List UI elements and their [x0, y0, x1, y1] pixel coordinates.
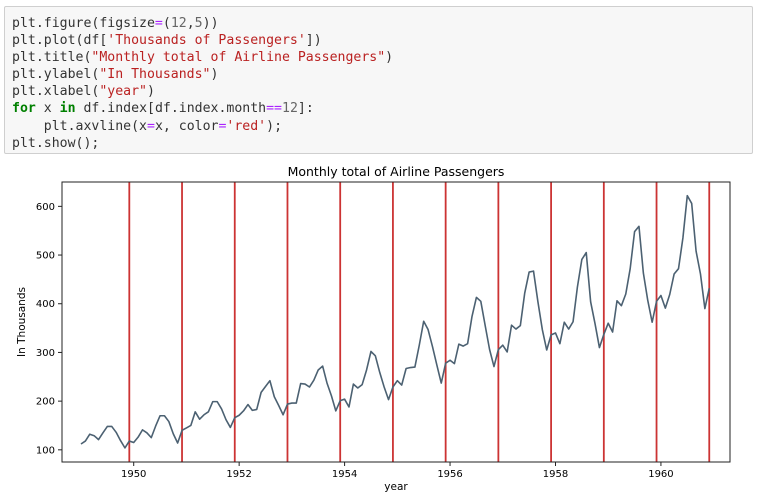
code-token: ]: — [297, 101, 314, 117]
y-tick-label: 400 — [36, 299, 55, 310]
code-token: "Monthly total of Airline Passengers" — [91, 50, 386, 66]
code-editor[interactable]: plt.figure(figsize=(12,5)) plt.plot(df['… — [12, 15, 393, 152]
series-line — [80, 194, 711, 449]
code-token: ) — [210, 67, 219, 83]
code-token: df.index[df.index.month — [75, 101, 267, 117]
code-line: plt.plot(df['Thousands of Passengers']) — [12, 33, 322, 48]
y-tick-label: 500 — [36, 251, 55, 262]
x-tick-label: 1958 — [543, 469, 568, 480]
code-token: plt.plot(df[ — [12, 33, 108, 49]
x-tick-label: 1960 — [648, 469, 673, 480]
code-line: plt.show(); — [12, 136, 99, 151]
code-token: x, color — [154, 118, 219, 134]
code-token: plt.xlabel( — [12, 84, 100, 100]
code-token: = — [146, 118, 155, 134]
code-token: 12 — [282, 101, 298, 117]
y-tick-label: 200 — [36, 397, 55, 408]
code-token: plt.show(); — [12, 135, 100, 151]
y-tick-label: 600 — [36, 202, 55, 213]
y-tick-label: 100 — [36, 445, 55, 456]
code-cell[interactable]: plt.figure(figsize=(12,5)) plt.plot(df['… — [4, 6, 753, 154]
code-token: 12 — [170, 16, 187, 31]
x-tick-label: 1954 — [332, 469, 357, 480]
x-axis-label: year — [384, 481, 408, 493]
code-token: for — [12, 101, 36, 117]
line-chart: 1950 1952 1954 1956 1958 1960 100 200 300 400 500 6… — [16, 164, 731, 493]
plot-frame — [61, 181, 731, 463]
code-token: 'red' — [226, 118, 267, 134]
code-line: for x in df.index[df.index.month==12]: — [12, 101, 314, 116]
code-token: 5 — [194, 16, 203, 31]
code-token: ) — [385, 50, 394, 66]
code-token: plt.ylabel( — [12, 67, 100, 83]
code-token: = — [218, 118, 227, 134]
code-token: ( — [162, 16, 171, 31]
code-line: plt.figure(figsize=(12,5)) — [12, 16, 219, 31]
x-tick-label: 1952 — [226, 469, 251, 480]
code-token: plt.axvline(x — [12, 118, 147, 134]
code-token: ) — [146, 84, 155, 100]
plot-background — [62, 182, 730, 462]
code-token: , — [186, 16, 195, 31]
code-line: plt.axvline(x=x, color='red'); — [12, 119, 282, 134]
code-token: in — [59, 101, 76, 117]
code-token: plt.figure(figsize — [12, 16, 155, 31]
y-axis-label: In Thousands — [16, 287, 28, 357]
code-token: == — [266, 101, 282, 117]
chart-title: Monthly total of Airline Passengers — [288, 164, 505, 179]
output-area: 1950 1952 1954 1956 1958 1960 100 200 300 400 500 6… — [0, 160, 757, 497]
code-line: plt.title("Monthly total of Airline Pass… — [12, 50, 393, 65]
code-line: plt.xlabel("year") — [12, 84, 155, 99]
code-token: plt.title( — [12, 50, 92, 66]
code-line: plt.ylabel("In Thousands") — [12, 67, 218, 82]
code-token: )) — [202, 16, 219, 31]
code-token: 'Thousands of Passengers' — [107, 33, 306, 49]
code-token: x — [35, 101, 60, 117]
code-token: "year" — [99, 84, 147, 100]
x-tick-label: 1950 — [121, 469, 146, 480]
code-token: = — [154, 16, 163, 31]
code-token: ]) — [305, 33, 322, 49]
code-token: "In Thousands" — [99, 67, 211, 83]
code-token: ); — [266, 118, 283, 134]
x-tick-label: 1956 — [437, 469, 462, 480]
y-tick-label: 300 — [36, 348, 55, 359]
